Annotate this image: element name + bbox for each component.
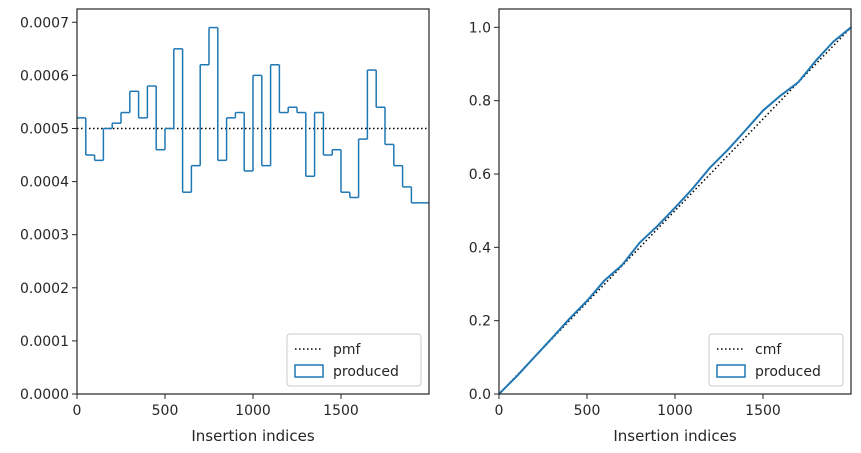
right-legend-swatch-produced: [716, 364, 746, 378]
left-legend: pmf produced: [286, 333, 422, 387]
right-legend: cmf produced: [708, 333, 844, 387]
produced-cmf-point: [551, 337, 553, 340]
produced-cmf-point: [779, 94, 782, 97]
right-x-tick-label: 500: [574, 403, 601, 419]
produced-cmf-point: [832, 40, 835, 43]
right-y-tick-label: 1.0: [469, 20, 491, 36]
right-legend-label-produced: produced: [755, 364, 821, 380]
left-x-tick-label: 0: [73, 403, 82, 419]
produced-cmf-point: [762, 109, 764, 112]
left-x-tick-label: 1500: [323, 403, 359, 419]
produced-cmf-point: [656, 225, 659, 227]
left-x-tick-label: 1000: [235, 403, 271, 419]
produced-cmf-point: [621, 264, 623, 266]
left-legend-label-produced: produced: [333, 364, 399, 380]
right-chart-panel: 0 500 1000 1500 0.0 0.2 0.4 0.6 0.8 1.0 Insertion …: [469, 8, 852, 445]
produced-cmf-point: [639, 241, 641, 244]
left-y-tick-label: 0.0001: [20, 334, 69, 350]
right-y-tick-label: 0.6: [469, 167, 491, 183]
produced-cmf-point: [674, 206, 676, 209]
left-chart-panel: 0 500 1000 1500 0.0000 0.0001 0.0002 0.0003 0.00…: [20, 8, 430, 445]
right-y-tick-label: 0.0: [469, 387, 491, 403]
left-legend-swatch-produced: [294, 364, 324, 378]
produced-cmf-point: [815, 59, 817, 62]
produced-cmf-point: [603, 279, 606, 282]
right-x-axis-label: Insertion indices: [613, 427, 736, 445]
left-y-tick-label: 0.0002: [20, 281, 69, 297]
produced-cmf-point: [533, 356, 535, 359]
left-x-tick-label: 500: [152, 403, 179, 419]
left-y-tick-label: 0.0003: [20, 228, 69, 244]
right-x-tick-label: 0: [495, 403, 504, 419]
right-y-tick-label: 0.2: [469, 314, 491, 330]
produced-cmf-point: [515, 375, 518, 378]
right-y-tick-label: 0.8: [469, 94, 491, 110]
produced-cmf-point: [568, 318, 571, 320]
right-x-tick-label: 1500: [745, 403, 781, 419]
produced-cmf-point: [744, 129, 747, 132]
produced-cmf-point: [691, 187, 694, 190]
left-y-tick-label: 0.0006: [20, 68, 69, 84]
left-legend-label-pmf: pmf: [333, 342, 362, 358]
left-x-axis-label: Insertion indices: [191, 427, 314, 445]
left-y-tick-label: 0.0005: [20, 121, 69, 137]
left-y-tick-label: 0.0004: [20, 175, 69, 191]
produced-cmf-point: [727, 149, 729, 151]
produced-cmf-point: [586, 300, 588, 302]
right-y-tick-label: 0.4: [469, 240, 491, 256]
left-y-tick-label: 0.0000: [20, 387, 69, 403]
left-legend-box: [286, 333, 422, 387]
left-series-produced: [77, 26, 429, 204]
right-x-tick-label: 1000: [657, 403, 693, 419]
right-legend-label-cmf: cmf: [755, 342, 782, 358]
right-legend-box: [708, 333, 844, 387]
produced-cmf-point: [797, 81, 799, 84]
left-y-tick-label: 0.0007: [20, 15, 69, 31]
produced-cmf-point: [709, 166, 711, 169]
